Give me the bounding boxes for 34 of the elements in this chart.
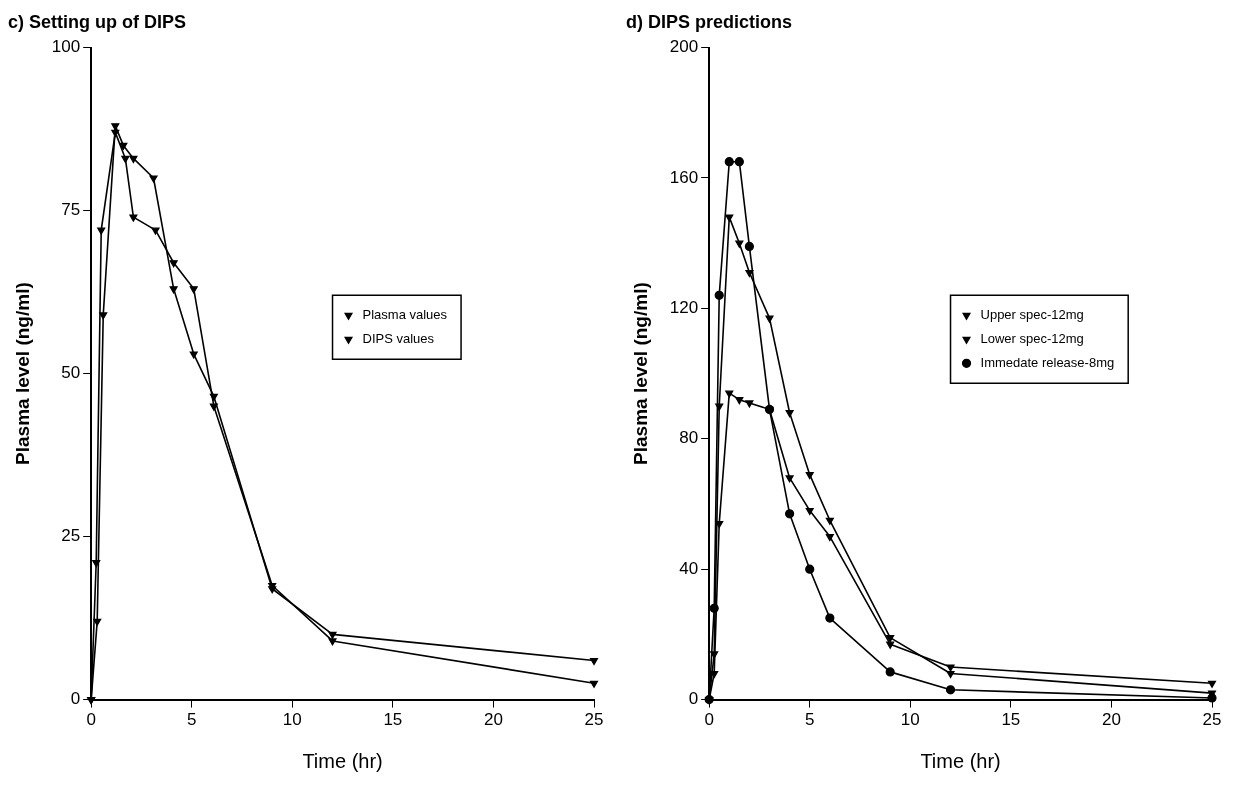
y-tick-label: 0: [688, 689, 699, 709]
x-tick-label: 0: [704, 710, 714, 730]
chart-title: d) DIPS predictions: [626, 11, 793, 32]
x-axis-title: Time (hr): [302, 749, 383, 772]
legend-label: Plasma values: [362, 306, 448, 322]
y-axis-title: Plasma level (ng/ml): [11, 282, 33, 465]
y-tick-label: 75: [61, 200, 81, 220]
x-tick-label: 15: [1001, 710, 1021, 730]
x-tick-label: 20: [1101, 710, 1121, 730]
x-tick-label: 10: [900, 710, 920, 730]
y-tick-label: 80: [679, 428, 699, 448]
x-axis-title: Time (hr): [920, 749, 1001, 772]
x-tick-label: 5: [805, 710, 815, 730]
legend-label: DIPS values: [362, 330, 435, 346]
legend-label: Immedate release-8mg: [980, 354, 1115, 370]
y-tick-label: 160: [669, 167, 699, 187]
legend-label: Lower spec-12mg: [980, 330, 1084, 346]
y-tick-label: 0: [70, 689, 81, 709]
y-tick-label: 25: [61, 526, 81, 546]
x-tick-label: 15: [383, 710, 403, 730]
chart-title: c) Setting up of DIPS: [8, 11, 186, 32]
y-tick-label: 100: [51, 37, 81, 57]
x-tick-label: 25: [1202, 710, 1222, 730]
x-tick-label: 25: [584, 710, 604, 730]
legend-label: Upper spec-12mg: [980, 306, 1084, 322]
y-axis-title: Plasma level (ng/ml): [629, 282, 651, 465]
x-tick-label: 0: [86, 710, 96, 730]
x-tick-label: 5: [187, 710, 197, 730]
x-tick-label: 20: [483, 710, 503, 730]
y-tick-label: 120: [669, 298, 699, 318]
y-tick-label: 200: [669, 37, 699, 57]
x-tick-label: 10: [282, 710, 302, 730]
y-tick-label: 40: [679, 558, 699, 578]
y-tick-label: 50: [61, 363, 81, 383]
